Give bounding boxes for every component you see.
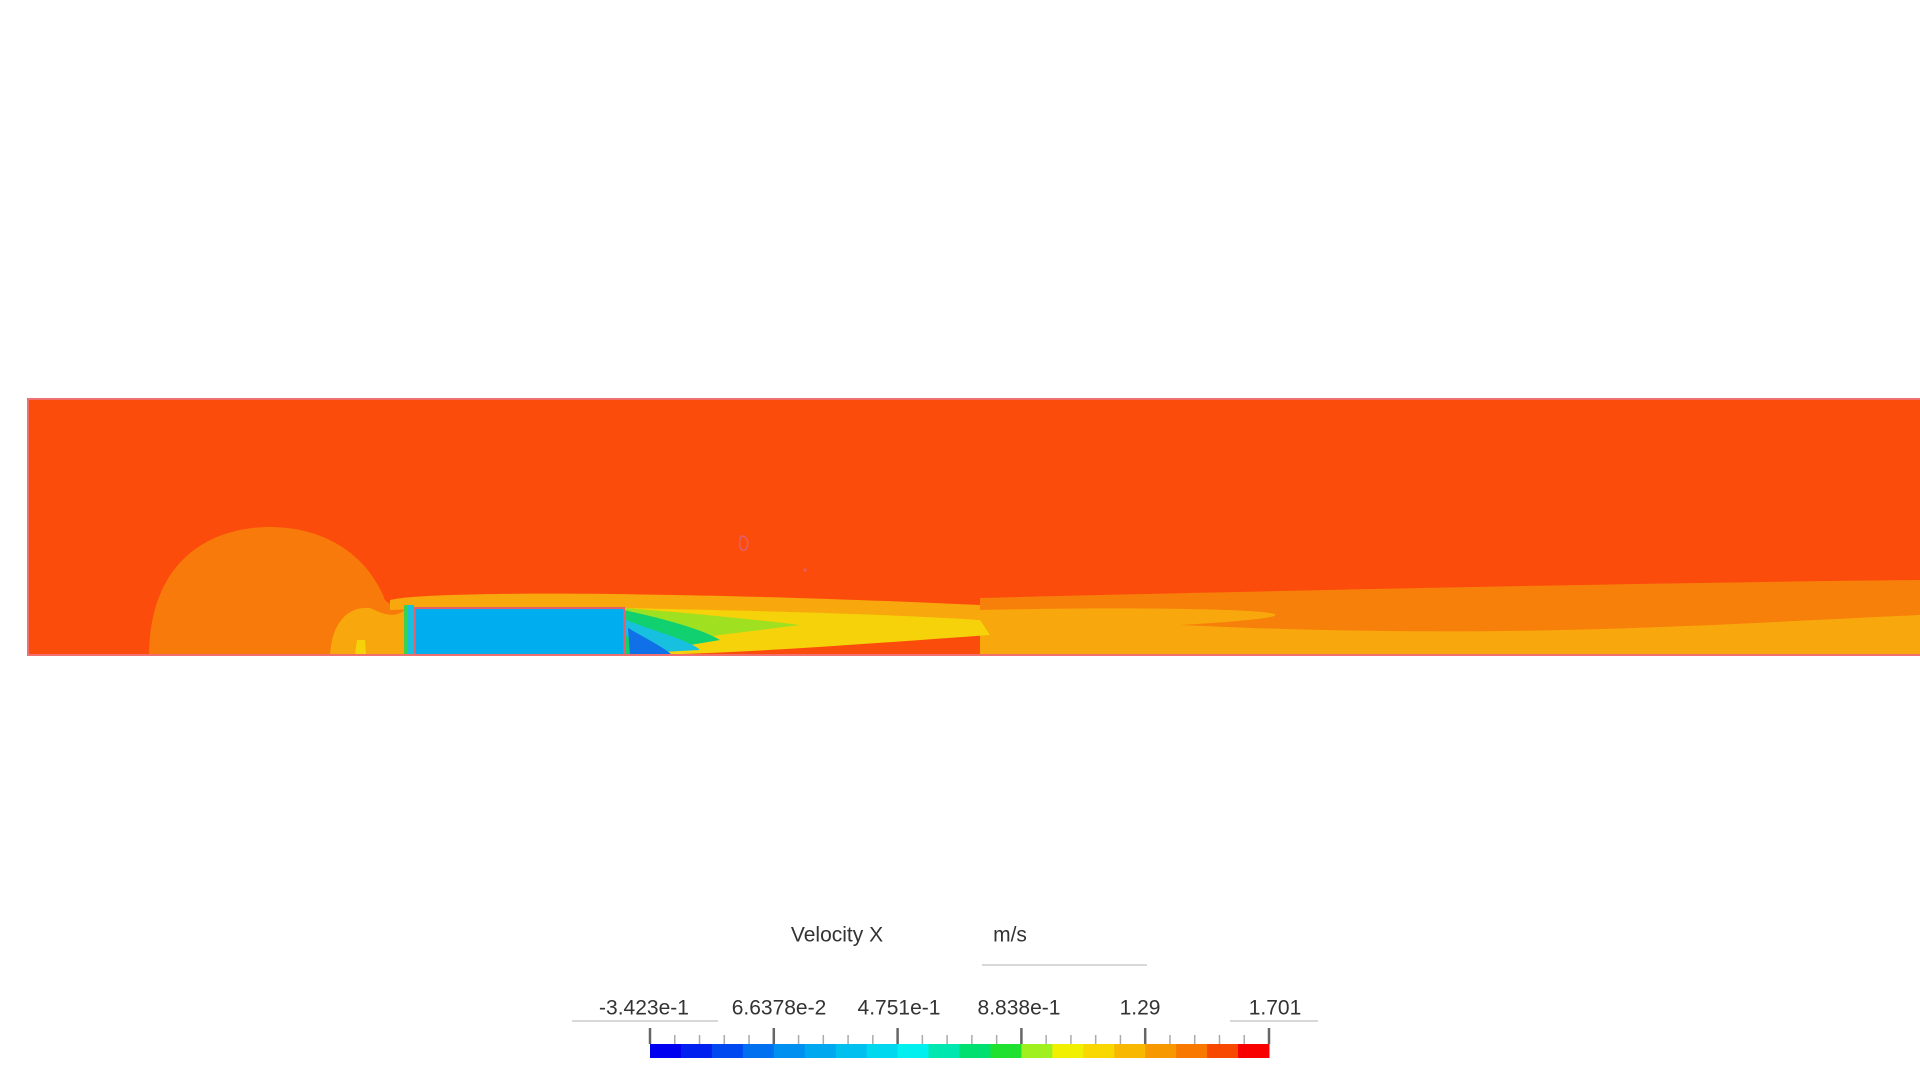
colorbar-label: 6.6378e-2 — [732, 997, 827, 1020]
colorbar-label: 8.838e-1 — [978, 997, 1061, 1020]
colorbar-segment — [711, 1044, 744, 1058]
colorbar-segment — [1145, 1044, 1177, 1058]
colorbar-segment — [1207, 1044, 1239, 1058]
colorbar-segment — [1114, 1044, 1146, 1058]
colorbar-segment — [928, 1044, 960, 1058]
colorbar-segment — [990, 1044, 1022, 1058]
colorbar-segment — [804, 1044, 837, 1058]
legend-unit: m/s — [993, 924, 1027, 947]
colorbar-segment — [866, 1044, 899, 1058]
colorbar-segment — [959, 1044, 991, 1058]
colorbar-segment — [680, 1044, 713, 1058]
colorbar-segment — [835, 1044, 868, 1058]
legend: Velocity X m/s -3.423e-1 6.6378e-2 4.751e-… — [572, 924, 1318, 1058]
colorbar-segment — [650, 1044, 682, 1058]
legend-title: Velocity X — [791, 924, 883, 947]
colorbar-segment — [1083, 1044, 1115, 1058]
colorbar-segment — [1052, 1044, 1084, 1058]
colorbar-label: 4.751e-1 — [858, 997, 941, 1020]
colorbar-segment — [1021, 1044, 1053, 1058]
colorbar-segment — [1176, 1044, 1208, 1058]
colorbar-label: 1.29 — [1120, 997, 1161, 1020]
colorbar-label: -3.423e-1 — [599, 997, 689, 1020]
colorbar-segment — [1238, 1044, 1270, 1058]
contour-field — [28, 399, 1920, 655]
colorbar-segment — [742, 1044, 775, 1058]
colorbar-segment — [773, 1044, 806, 1058]
colorbar-segment — [897, 1044, 930, 1058]
domain-outline — [27, 398, 1920, 656]
colorbar-label: 1.701 — [1249, 997, 1302, 1020]
